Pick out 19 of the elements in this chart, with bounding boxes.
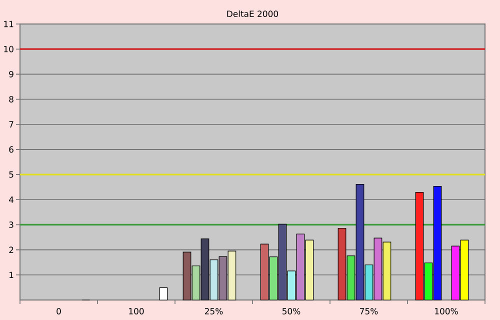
y-tick-label: 5 [9,171,14,178]
y-tick-label: 7 [9,121,14,128]
x-tick-label: 25% [204,308,223,314]
x-tick-label: 75% [360,308,378,314]
x-tick-label: 0 [56,308,61,314]
y-tick-label: 10 [4,46,14,52]
x-tick-label: 50% [282,308,300,314]
y-tick-label: 8 [9,96,14,102]
y-tick-label: 11 [4,20,14,28]
y-tick-label: 6 [9,146,14,153]
x-tick-label: 100 [129,308,144,314]
chart-title: DeltaE 2000 [227,10,278,18]
y-tick-label: 3 [9,222,14,228]
x-tick-label: 100% [435,308,458,314]
y-tick-label: 4 [8,196,14,203]
y-tick-label: 9 [9,70,14,78]
y-tick-label: 1 [10,272,14,278]
y-tick-label: 2 [9,246,14,253]
bar [159,287,168,300]
